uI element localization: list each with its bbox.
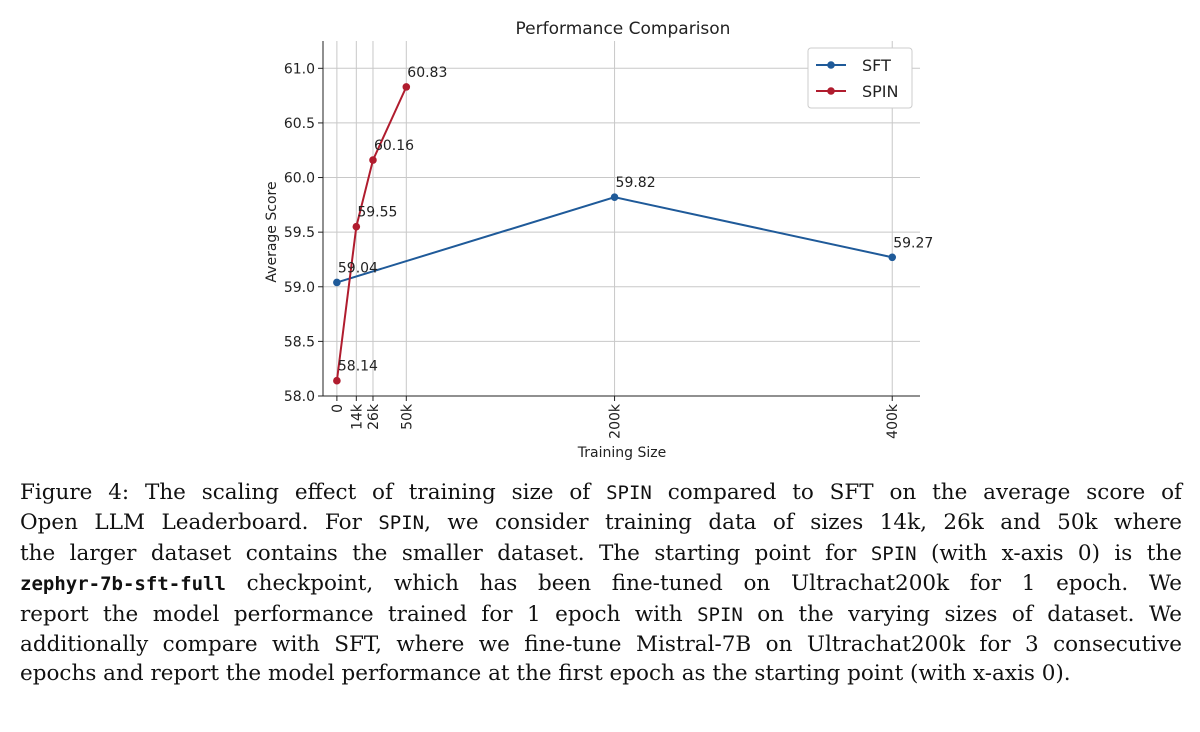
y-tick-label: 59.0 — [284, 280, 315, 296]
x-axis-label: Training Size — [577, 445, 666, 461]
caption-code-term: SPIN — [870, 542, 917, 565]
caption-line: epochs and report the model performance … — [20, 659, 1182, 688]
data-label-sft: 59.04 — [338, 260, 378, 276]
data-point-spin — [402, 83, 411, 91]
chart-title: Performance Comparison — [516, 19, 731, 39]
legend-marker-sft — [827, 61, 835, 69]
caption-text: Figure 4: The scaling effect of training… — [20, 480, 607, 505]
caption-line: the larger dataset contains the smaller … — [20, 539, 1182, 569]
series — [333, 83, 897, 385]
data-label-sft: 59.82 — [616, 175, 656, 191]
caption-text: Open LLM Leaderboard. For — [20, 510, 379, 536]
caption-code-term: SPIN — [606, 482, 652, 504]
data-point-sft — [610, 193, 619, 201]
performance-chart: 58.0 58.5 59.0 59.5 60.0 60.5 61.0 0 14k 26k 50k 20… — [264, 19, 933, 461]
caption-line: Figure 4: The scaling effect of training… — [20, 478, 1182, 508]
caption-text: the larger dataset contains the smaller … — [20, 540, 871, 566]
caption-text: checkpoint, which has been fine-tuned on… — [225, 571, 1182, 597]
x-tick-label: 200k — [608, 403, 624, 439]
y-tick-label: 58.0 — [284, 389, 315, 405]
y-axis-label: Average Score — [264, 181, 280, 282]
legend: SFT SPIN — [807, 47, 913, 109]
x-tick-label: 14k — [349, 403, 365, 430]
series-line-spin — [335, 86, 408, 381]
y-tick-label: 60.0 — [284, 171, 315, 187]
data-point-spin — [352, 222, 361, 231]
grid — [323, 41, 920, 397]
y-tick-label: 58.5 — [284, 334, 315, 350]
data-label-spin: 58.14 — [338, 359, 378, 375]
x-tick-label: 50k — [399, 403, 415, 430]
caption-text: report the model performance trained for… — [20, 601, 698, 627]
x-tick-label: 0 — [330, 404, 346, 413]
caption-code-term: zephyr-7b-sft-full — [20, 573, 226, 596]
caption-line: Open LLM Leaderboard. For SPIN, we consi… — [20, 508, 1182, 538]
y-tick-label: 61.0 — [284, 61, 315, 77]
data-point-spin — [369, 156, 377, 164]
data-label-spin: 60.16 — [374, 138, 414, 154]
caption-text: compared to SFT on the average score of — [651, 480, 1182, 505]
caption-code-term: SPIN — [378, 512, 425, 535]
data-labels: 59.04 59.82 59.27 58.14 59.55 60.16 60.83 — [338, 65, 933, 375]
legend-marker-spin — [827, 87, 835, 95]
legend-label-sft: SFT — [862, 56, 891, 75]
y-tick-label: 60.5 — [284, 116, 315, 132]
data-point-sft — [333, 278, 341, 287]
x-tick-label: 400k — [885, 403, 901, 439]
caption-code-term: SPIN — [697, 603, 743, 626]
caption-text: epochs and report the model performance … — [20, 661, 1071, 687]
legend-label-spin: SPIN — [862, 82, 899, 101]
caption-text: on the varying sizes of dataset. We — [742, 601, 1183, 627]
data-point-spin — [333, 376, 341, 385]
axes: 58.0 58.5 59.0 59.5 60.0 60.5 61.0 0 14k 26k 50k 20… — [284, 41, 920, 439]
x-tick-label: 26k — [366, 403, 382, 430]
caption-line: additionally compare with SFT, where we … — [20, 630, 1182, 659]
data-label-sft: 59.27 — [893, 235, 933, 251]
caption-text: (with x-axis 0) is the — [916, 540, 1182, 566]
data-label-spin: 60.83 — [407, 65, 447, 81]
data-label-spin: 59.55 — [357, 205, 397, 221]
caption-line: report the model performance trained for… — [20, 600, 1182, 630]
caption-text: additionally compare with SFT, where we … — [20, 632, 1182, 658]
y-tick-label: 59.5 — [284, 225, 315, 241]
caption-text: , we consider training data of sizes 14k… — [424, 510, 1183, 536]
caption-line: zephyr-7b-sft-full checkpoint, which has… — [20, 569, 1182, 599]
figure-caption: Figure 4: The scaling effect of training… — [20, 478, 1182, 689]
data-point-sft — [888, 253, 897, 262]
